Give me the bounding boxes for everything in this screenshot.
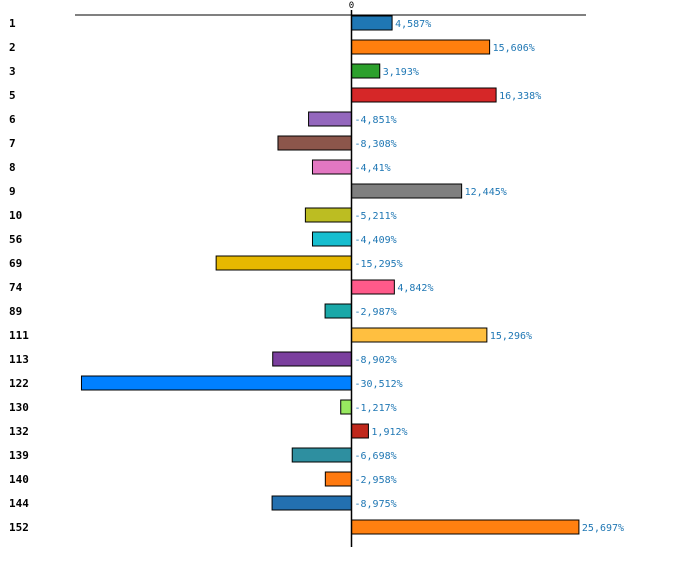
category-label: 10 <box>9 209 22 222</box>
category-label: 89 <box>9 305 22 318</box>
value-label: -5,211% <box>355 211 397 222</box>
category-label: 140 <box>9 473 29 486</box>
category-label: 9 <box>9 185 16 198</box>
category-label: 3 <box>9 65 16 78</box>
category-labels-group: 1235678910566974891111131221301321391401… <box>9 17 29 534</box>
bar <box>311 159 352 175</box>
value-label: -6,698% <box>355 451 397 462</box>
bar <box>277 135 353 151</box>
value-label: 16,338% <box>499 91 541 102</box>
category-label: 152 <box>9 521 29 534</box>
category-label: 113 <box>9 353 29 366</box>
category-label: 132 <box>9 425 29 438</box>
bars-group <box>80 15 580 535</box>
bar <box>308 111 353 127</box>
value-label: 3,193% <box>383 67 419 78</box>
value-label: -30,512% <box>355 379 403 390</box>
value-label: -4,41% <box>355 163 391 174</box>
value-label: 4,842% <box>397 283 433 294</box>
value-label: -4,851% <box>355 115 397 126</box>
category-label: 2 <box>9 41 16 54</box>
value-label: 15,606% <box>493 43 535 54</box>
value-label: -15,295% <box>355 259 403 270</box>
value-label: -1,217% <box>355 403 397 414</box>
bar <box>351 183 463 199</box>
bar <box>351 15 393 31</box>
bar <box>272 351 352 367</box>
value-label: 4,587% <box>395 19 431 30</box>
bar <box>351 327 488 343</box>
category-label: 74 <box>9 281 23 294</box>
bar <box>271 495 353 511</box>
value-label: 12,445% <box>465 187 507 198</box>
category-label: 1 <box>9 17 16 30</box>
category-label: 139 <box>9 449 29 462</box>
value-labels-group: 4,587% 15,606% 3,193% 16,338% -4,851% -8,308%… <box>355 19 625 534</box>
value-label: 1,912% <box>371 427 407 438</box>
value-label: -8,308% <box>355 139 397 150</box>
category-label: 122 <box>9 377 29 390</box>
value-label: 15,296% <box>490 331 532 342</box>
category-label: 7 <box>9 137 16 150</box>
bar <box>351 39 491 55</box>
value-label: 25,697% <box>582 523 624 534</box>
category-label: 69 <box>9 257 22 270</box>
category-label: 144 <box>9 497 29 510</box>
zero-tick-label: 0 <box>349 1 354 11</box>
value-label: -2,958% <box>355 475 397 486</box>
bar <box>324 471 352 487</box>
bar <box>291 447 352 463</box>
category-label: 5 <box>9 89 16 102</box>
category-label: 8 <box>9 161 16 174</box>
bar <box>311 231 352 247</box>
bar <box>351 519 580 535</box>
value-label: -4,409% <box>355 235 397 246</box>
category-label: 56 <box>9 233 23 246</box>
bar <box>351 423 369 439</box>
bar <box>80 375 352 391</box>
value-label: -8,902% <box>355 355 397 366</box>
bar <box>340 399 353 415</box>
bar <box>351 87 497 103</box>
bar <box>351 279 395 295</box>
bar <box>304 207 353 223</box>
category-label: 130 <box>9 401 29 414</box>
bar <box>351 63 381 79</box>
bar <box>215 255 352 271</box>
category-label: 111 <box>9 329 29 342</box>
category-label: 6 <box>9 113 16 126</box>
value-label: -8,975% <box>355 499 397 510</box>
bar <box>324 303 353 319</box>
value-label: -2,987% <box>355 307 397 318</box>
